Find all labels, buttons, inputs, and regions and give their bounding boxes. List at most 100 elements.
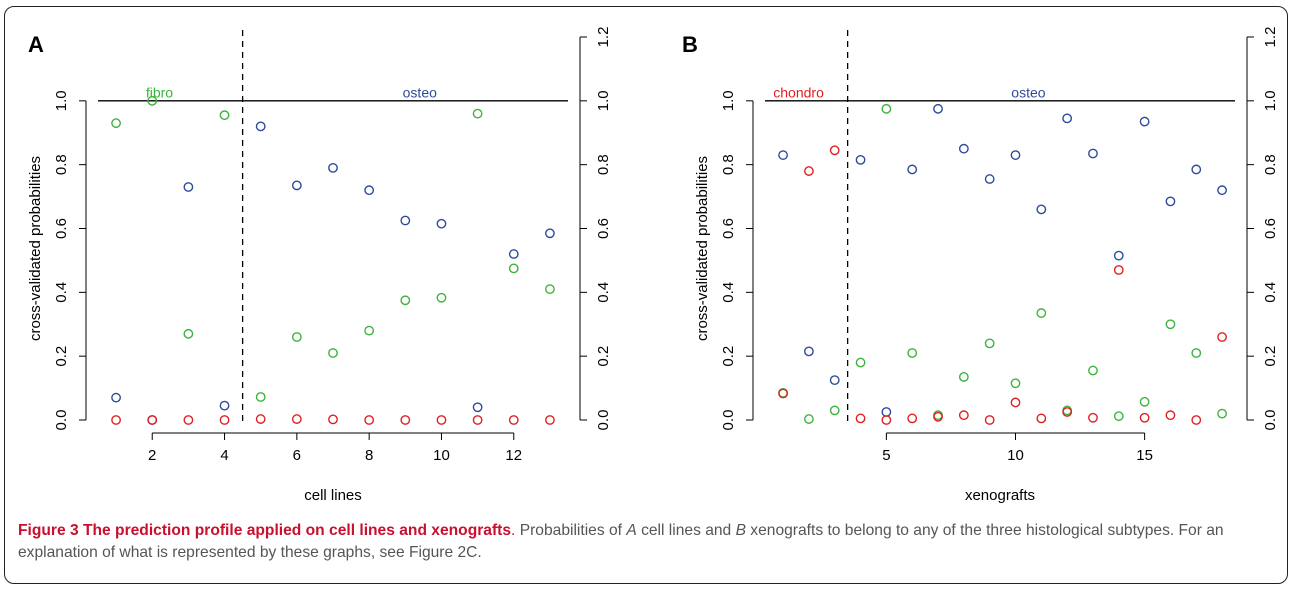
data-point-blue-a: [472, 402, 483, 413]
caption-title: Figure 3 The prediction profile applied …: [18, 522, 512, 539]
y-tick-label-left-a: 0.8: [53, 154, 70, 175]
y-tick-label-left-a: 1.0: [53, 90, 70, 111]
data-point-green-a: [255, 392, 266, 402]
data-point-red-b: [1113, 265, 1124, 275]
data-point-blue-a: [219, 400, 230, 411]
data-point-red-b: [1191, 415, 1202, 425]
data-point-red-b: [1139, 412, 1150, 423]
data-point-red-b: [1088, 412, 1098, 423]
data-point-blue-b: [881, 407, 892, 417]
data-point-blue-a: [364, 185, 375, 196]
y-tick-label-left-b: 1.0: [720, 90, 737, 111]
y-tick-label-right-b: 0.4: [1262, 282, 1279, 303]
data-point-green-b: [984, 338, 995, 349]
data-point-blue-a: [111, 392, 121, 403]
y-axis-label-b: cross-validated probabilities: [694, 156, 711, 341]
data-point-green-b: [958, 372, 969, 382]
data-point-green-b: [1036, 308, 1047, 318]
x-axis-label-b: xenografts: [965, 487, 1035, 504]
annotation-osteo-a: osteo: [403, 85, 437, 101]
data-point-blue-b: [1010, 150, 1021, 160]
data-point-green-a: [328, 348, 338, 358]
data-point-red-b: [855, 413, 866, 424]
data-point-green-b: [829, 405, 840, 416]
data-point-green-b: [881, 103, 892, 114]
x-tick-label-b: 5: [882, 447, 890, 464]
x-tick-label-a: 6: [293, 447, 301, 464]
data-point-blue-a: [436, 218, 447, 229]
data-point-blue-a: [400, 215, 411, 226]
data-point-red-a: [400, 415, 411, 425]
data-point-blue-a: [291, 180, 302, 191]
data-point-red-a: [111, 415, 121, 425]
annotation-osteo-b: osteo: [1011, 85, 1045, 101]
data-point-red-b: [1036, 413, 1047, 424]
data-point-green-b: [1165, 319, 1176, 330]
y-tick-label-right-b: 0.2: [1262, 346, 1279, 367]
figure-frame: [4, 6, 1288, 584]
y-tick-label-right-a: 0.8: [595, 154, 612, 175]
data-point-green-b: [1010, 378, 1021, 389]
data-point-red-b: [1165, 410, 1176, 421]
panel-label-b: B: [682, 32, 698, 57]
data-point-green-b: [1088, 365, 1098, 376]
data-point-green-b: [804, 414, 814, 424]
y-tick-label-left-b: 0.6: [720, 218, 737, 239]
data-point-green-b: [1113, 411, 1124, 422]
x-tick-label-b: 10: [1007, 447, 1024, 464]
y-tick-label-right-a: 0.2: [595, 346, 612, 367]
data-point-green-a: [183, 328, 194, 339]
data-point-green-b: [1139, 396, 1150, 407]
data-point-green-a: [364, 325, 375, 336]
data-point-red-a: [147, 415, 158, 425]
data-point-green-a: [545, 284, 555, 295]
x-tick-label-a: 12: [505, 447, 522, 464]
y-tick-label-right-a: 0.0: [595, 410, 612, 431]
data-point-red-a: [328, 414, 338, 425]
y-tick-label-left-a: 0.6: [53, 218, 70, 239]
data-point-green-b: [855, 357, 866, 368]
data-point-blue-a: [328, 162, 338, 173]
y-tick-label-left-b: 0.8: [720, 154, 737, 175]
caption-part-1: Probabilities of: [519, 522, 627, 539]
y-tick-label-right-b: 1.0: [1262, 90, 1279, 111]
data-point-red-a: [472, 415, 483, 425]
x-axis-label-a: cell lines: [304, 487, 362, 504]
y-tick-label-left-b: 0.2: [720, 346, 737, 367]
data-point-red-a: [545, 415, 555, 425]
y-tick-label-right-a: 1.2: [595, 27, 612, 48]
data-point-blue-b: [1036, 204, 1047, 215]
y-tick-label-right-b: 0.6: [1262, 218, 1279, 239]
data-point-green-a: [400, 295, 411, 306]
panel-a: A 0.0 0.2 0.4 0.6 0.8 1.0 0.0 0.2 0.4 0.6 0.8 1.0 1.2…: [27, 27, 612, 504]
data-point-red-a: [436, 415, 447, 425]
x-tick-label-b: 15: [1136, 447, 1153, 464]
y-tick-label-right-a: 0.6: [595, 218, 612, 239]
data-point-red-b: [933, 411, 943, 422]
annotation-fibro-a: fibro: [146, 85, 173, 101]
data-point-blue-b: [933, 103, 943, 114]
data-point-blue-b: [829, 375, 840, 386]
y-tick-label-left-a: 0.4: [53, 282, 70, 303]
data-point-red-b: [881, 415, 892, 425]
data-point-blue-b: [778, 150, 788, 160]
data-point-red-a: [183, 415, 194, 425]
data-point-red-b: [958, 410, 969, 421]
data-point-red-a: [291, 414, 302, 424]
panel-label-a: A: [28, 32, 44, 57]
data-point-blue-a: [255, 121, 266, 132]
y-tick-label-right-b: 1.2: [1262, 27, 1279, 48]
y-tick-label-right-a: 0.4: [595, 282, 612, 303]
data-point-red-b: [804, 166, 814, 176]
data-point-blue-b: [1088, 148, 1098, 159]
data-point-blue-b: [1191, 164, 1202, 175]
data-point-blue-b: [958, 143, 969, 154]
data-point-green-a: [147, 95, 158, 106]
y-tick-label-right-a: 1.0: [595, 90, 612, 111]
caption-title-sep: .: [511, 522, 516, 539]
y-tick-label-left-a: 0.0: [53, 410, 70, 431]
data-point-blue-b: [1217, 185, 1227, 196]
y-tick-label-left-b: 0.4: [720, 282, 737, 303]
data-point-green-a: [508, 263, 519, 274]
data-point-red-a: [508, 415, 519, 425]
